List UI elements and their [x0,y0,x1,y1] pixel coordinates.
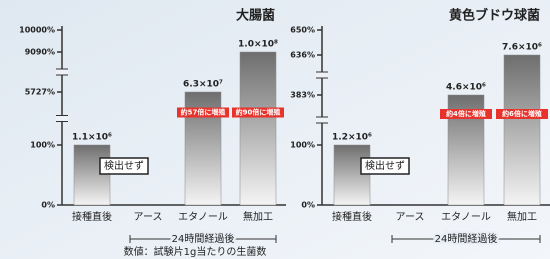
not-detected-label: 検出せず [104,159,144,172]
x-tick-label: 無加工 [243,210,273,223]
y-tick-label: 383% [290,91,315,100]
interval-label: 24時間経過後 [435,232,498,245]
x-tick-label: 無加工 [507,210,537,223]
not-detected-label: 検出せず [365,159,405,172]
count-label: 4.6×10⁶ [446,83,486,93]
bar [240,52,276,205]
growth-label: 約57倍に増殖 [181,108,226,117]
x-tick-label: エタノール [178,211,228,223]
y-tick-label: 0% [301,201,315,210]
count-label: 1.2×10⁶ [332,133,372,143]
note: 数値：試験片1g当たりの生菌数 [124,245,267,258]
y-tick-label: 0% [41,201,55,210]
axis-break [316,117,328,123]
chart-title: 大腸菌 [236,8,275,24]
y-tick-label: 100% [30,141,55,150]
growth-label: 約4倍に増殖 [446,109,486,118]
x-tick-label: アース [396,212,425,223]
growth-label: 約90倍に増殖 [236,108,281,117]
y-tick-label: 9090% [25,48,55,57]
x-tick-label: 接種直後 [72,210,112,223]
y-tick-label: 5727% [25,88,55,97]
x-tick-label: エタノール [441,211,491,223]
chart: 大腸菌 0% 100% 5727% 9090% 10000% 接種直後 1.1×10⁶ アース エ… [0,0,550,259]
growth-label: 約6倍に増殖 [502,109,542,118]
y-tick-label: 650% [290,26,315,35]
axis-break [56,116,68,122]
count-label: 6.3×10⁷ [183,80,223,90]
bar [74,145,110,205]
count-label: 1.1×10⁶ [72,133,112,143]
y-tick-label: 636% [290,51,315,60]
chart-title: 黄色ブドウ球菌 [449,8,540,24]
x-tick-label: 接種直後 [332,210,372,223]
bar [334,145,370,205]
x-tick-label: アース [134,212,163,223]
count-label: 7.6×10⁶ [502,43,542,53]
y-tick-label: 100% [290,141,315,150]
axis-break [56,69,68,75]
y-tick-label: 10000% [19,26,55,35]
bar [504,55,540,205]
interval-label: 24時間経過後 [172,232,235,245]
count-label: 1.0×10⁸ [238,40,278,50]
axis-break [316,72,328,78]
